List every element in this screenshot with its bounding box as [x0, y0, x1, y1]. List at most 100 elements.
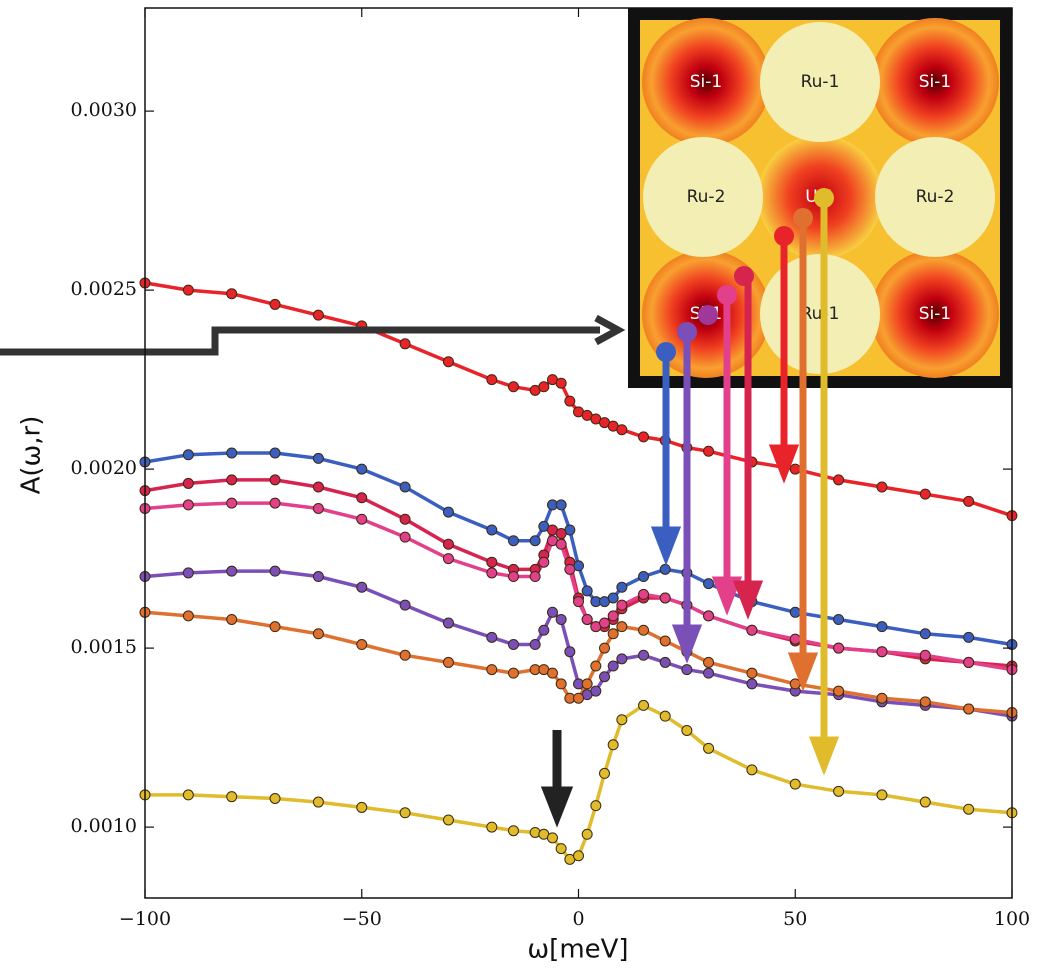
data-point [876, 789, 888, 801]
series-line [144, 501, 1013, 672]
data-point [269, 497, 281, 509]
data-point [590, 660, 602, 672]
data-point [833, 785, 845, 797]
x-tick-label: 50 [783, 908, 807, 930]
data-point [638, 649, 650, 661]
data-point [399, 531, 411, 543]
data-point [616, 714, 628, 726]
data-point [529, 535, 541, 547]
data-point [269, 298, 281, 310]
data-point [573, 596, 584, 608]
annotation-arrows [0, 188, 840, 828]
site-dot [734, 266, 754, 286]
data-point [607, 592, 619, 604]
site-dot [677, 322, 697, 342]
data-point [638, 571, 650, 583]
x-tick-label: 100 [994, 908, 1030, 930]
x-tick-label: −50 [342, 908, 382, 930]
data-point [581, 613, 593, 625]
data-point [599, 617, 611, 629]
data-point [833, 642, 845, 654]
data-point [226, 288, 238, 300]
site-label: Ru-2 [916, 187, 955, 207]
si-site [871, 18, 999, 146]
data-point [789, 633, 801, 645]
data-point [529, 571, 541, 583]
data-point [182, 567, 194, 579]
data-point [919, 796, 931, 808]
data-point [356, 639, 368, 651]
data-point [486, 664, 498, 676]
data-point [507, 571, 519, 583]
y-tick-label: 0.0030 [71, 99, 137, 121]
data-point [607, 739, 619, 751]
data-point [833, 474, 845, 486]
y-tick-label: 0.0015 [71, 636, 137, 658]
site-dot [656, 342, 676, 362]
data-point [507, 535, 519, 547]
x-tick-label: 0 [572, 908, 584, 930]
data-point [226, 474, 238, 486]
ru-site [875, 137, 995, 257]
data-point [703, 610, 715, 622]
site-dot [698, 305, 718, 325]
data-point [599, 642, 611, 654]
data-point [876, 621, 888, 633]
data-point [876, 481, 888, 493]
data-point [659, 635, 671, 647]
data-point [789, 606, 801, 618]
data-point [789, 463, 801, 475]
site-label: Ru-1 [801, 72, 840, 92]
data-point [312, 481, 324, 493]
site-label: Si-1 [919, 72, 951, 92]
data-point [590, 800, 602, 812]
data-point [564, 563, 576, 575]
data-point [581, 585, 593, 597]
data-point [789, 778, 801, 790]
data-point [919, 628, 931, 640]
data-point [182, 477, 194, 489]
site-dot [774, 226, 794, 246]
site-label: Ru-1 [801, 304, 840, 324]
data-point [356, 581, 368, 593]
y-tick-label: 0.0010 [71, 815, 137, 837]
data-point [963, 803, 975, 815]
data-point [312, 571, 324, 583]
data-point [226, 791, 238, 803]
data-point [507, 825, 519, 837]
data-point [507, 381, 519, 393]
data-point [616, 581, 628, 593]
data-point [269, 565, 281, 577]
series-line [144, 610, 1013, 715]
data-point [529, 639, 541, 651]
data-point [581, 678, 593, 690]
data-point [659, 710, 671, 722]
data-point [442, 617, 454, 629]
data-point [555, 678, 567, 690]
data-point [442, 656, 454, 668]
data-point [182, 499, 194, 511]
data-point [356, 463, 368, 475]
data-point [226, 613, 238, 625]
data-point [538, 624, 550, 636]
data-point [442, 506, 454, 518]
site-arrow-head [732, 580, 764, 620]
data-point [703, 445, 715, 457]
data-point [538, 381, 550, 393]
data-point [607, 660, 619, 672]
data-point [616, 653, 628, 665]
data-point [555, 613, 567, 625]
data-point [442, 814, 454, 826]
data-point [269, 474, 281, 486]
data-point [703, 578, 715, 590]
data-point [746, 764, 758, 776]
data-point [746, 624, 758, 636]
y-tick-label: 0.0025 [71, 278, 137, 300]
site-arrow-head [808, 736, 840, 776]
data-point [399, 338, 411, 350]
data-point [182, 449, 194, 461]
data-point [555, 499, 567, 511]
data-point [312, 796, 324, 808]
data-point [681, 724, 693, 736]
data-point [963, 495, 975, 507]
